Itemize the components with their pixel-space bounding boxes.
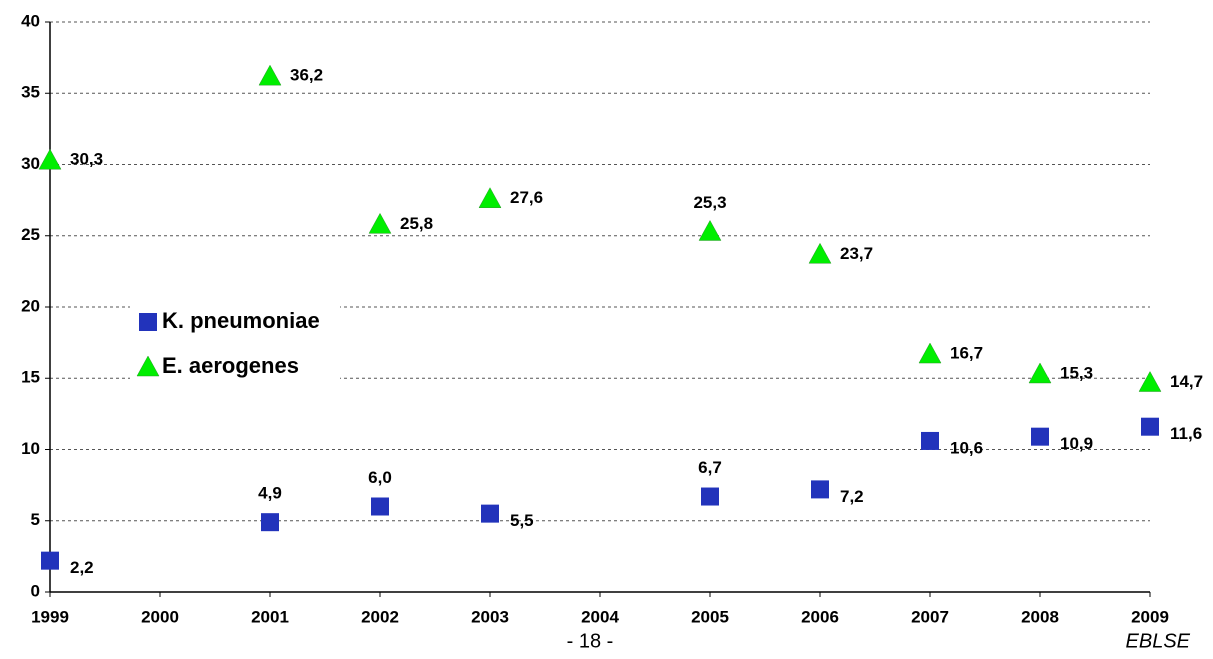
x-tick-label: 1999 xyxy=(31,607,69,626)
marker xyxy=(1031,427,1049,446)
data-label: 10,9 xyxy=(1060,434,1093,453)
y-tick-label: 20 xyxy=(21,296,40,315)
x-tick-label: 2003 xyxy=(471,607,509,626)
marker xyxy=(811,480,829,499)
x-tick-label: 2008 xyxy=(1021,607,1059,626)
marker xyxy=(38,148,62,170)
y-tick-label: 40 xyxy=(21,11,40,30)
data-label: 25,8 xyxy=(400,214,433,233)
data-label: 15,3 xyxy=(1060,363,1093,382)
data-label: 2,2 xyxy=(70,558,94,577)
marker xyxy=(139,313,157,331)
marker xyxy=(918,342,942,364)
data-label: 25,3 xyxy=(693,193,726,212)
marker xyxy=(1141,417,1159,436)
marker xyxy=(808,242,832,264)
x-tick-label: 2005 xyxy=(691,607,729,626)
x-tick-label: 2006 xyxy=(801,607,839,626)
marker xyxy=(478,187,502,208)
source: EBLSE xyxy=(1126,630,1191,652)
data-label: 16,7 xyxy=(950,344,983,363)
y-tick-label: 35 xyxy=(21,83,40,102)
marker xyxy=(368,212,392,234)
data-label: 7,2 xyxy=(840,487,864,506)
y-tick-label: 30 xyxy=(21,154,40,173)
x-tick-label: 2004 xyxy=(581,607,619,626)
x-tick-label: 2009 xyxy=(1131,607,1169,626)
legend-label: E. aerogenes xyxy=(162,353,299,378)
data-label: 5,5 xyxy=(510,511,534,530)
y-tick-label: 15 xyxy=(21,368,40,387)
data-label: 14,7 xyxy=(1170,372,1203,391)
marker xyxy=(1028,362,1052,384)
y-tick-label: 10 xyxy=(21,439,40,458)
y-tick-label: 5 xyxy=(31,510,40,529)
marker xyxy=(701,487,719,506)
x-tick-label: 2000 xyxy=(141,607,179,626)
marker xyxy=(136,355,160,377)
data-label: 10,6 xyxy=(950,438,983,457)
x-tick-label: 2007 xyxy=(911,607,949,626)
marker xyxy=(921,431,939,450)
y-tick-label: 25 xyxy=(21,225,40,244)
legend-label: K. pneumoniae xyxy=(162,308,320,333)
marker xyxy=(258,64,282,86)
marker xyxy=(698,219,722,241)
data-label: 36,2 xyxy=(290,66,323,85)
data-label: 4,9 xyxy=(258,484,282,503)
marker xyxy=(41,551,59,570)
legend-bg xyxy=(130,300,340,390)
marker xyxy=(481,504,499,523)
data-label: 11,6 xyxy=(1170,424,1202,443)
x-tick-label: 2002 xyxy=(361,607,399,626)
marker xyxy=(1138,371,1162,392)
marker xyxy=(371,497,389,516)
data-label: 23,7 xyxy=(840,244,873,263)
data-label: 30,3 xyxy=(70,150,103,169)
marker xyxy=(261,513,279,532)
data-label: 6,0 xyxy=(368,468,392,487)
data-label: 27,6 xyxy=(510,188,543,207)
x-tick-label: 2001 xyxy=(251,607,289,626)
data-label: 6,7 xyxy=(698,458,722,477)
y-tick-label: 0 xyxy=(31,581,40,600)
page-number: - 18 - xyxy=(567,630,614,652)
